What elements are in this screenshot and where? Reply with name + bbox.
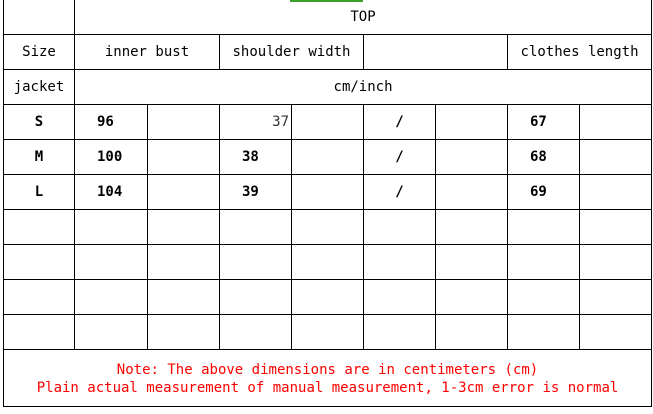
empty-cell (3, 0, 75, 35)
unit-row-label: jacket (3, 69, 75, 105)
table-row: L 104 39 / 69 (3, 174, 653, 210)
inner-bust-cell: 96 (74, 104, 148, 140)
header-inner-bust: inner bust (74, 34, 220, 70)
title-row: TOP (3, 0, 653, 35)
unit-row: jacket cm/inch (3, 69, 653, 105)
empty-row (3, 279, 653, 315)
unit-label: cm/inch (73, 69, 653, 105)
header-shoulder-width: shoulder width (219, 34, 364, 70)
shoulder-width-cell: 37 (219, 104, 292, 140)
table-title: TOP (73, 0, 653, 35)
header-clothes-length: clothes length (506, 34, 653, 70)
inner-bust-cell: 100 (74, 139, 148, 175)
table-row: S 96 37 / 67 (3, 104, 653, 140)
shoulder-width-cell: 39 (219, 174, 292, 210)
size-cell: S (3, 104, 75, 140)
empty-row (3, 244, 653, 280)
shoulder-width-cell: 38 (219, 139, 292, 175)
table-row: M 100 38 / 68 (3, 139, 653, 175)
note-line-1: Note: The above dimensions are in centim… (116, 362, 539, 378)
other-cell: / (363, 139, 436, 175)
other-cell: / (363, 104, 436, 140)
inner-bust-cell: 104 (74, 174, 148, 210)
note-cell: Note: The above dimensions are in centim… (2, 349, 653, 407)
clothes-length-cell: 67 (507, 104, 580, 140)
note-line-2: Plain actual measurement of manual measu… (36, 380, 619, 396)
empty-row (3, 314, 653, 350)
clothes-length-cell: 68 (507, 139, 580, 175)
clothes-length-cell: 69 (507, 174, 580, 210)
header-blank (363, 34, 508, 70)
header-size: Size (3, 34, 75, 70)
note-row: Note: The above dimensions are in centim… (2, 349, 653, 407)
empty-row (3, 209, 653, 245)
size-cell: L (3, 174, 75, 210)
size-cell: M (3, 139, 75, 175)
other-cell: / (363, 174, 436, 210)
header-row: Size inner bust shoulder width clothes l… (3, 34, 653, 70)
